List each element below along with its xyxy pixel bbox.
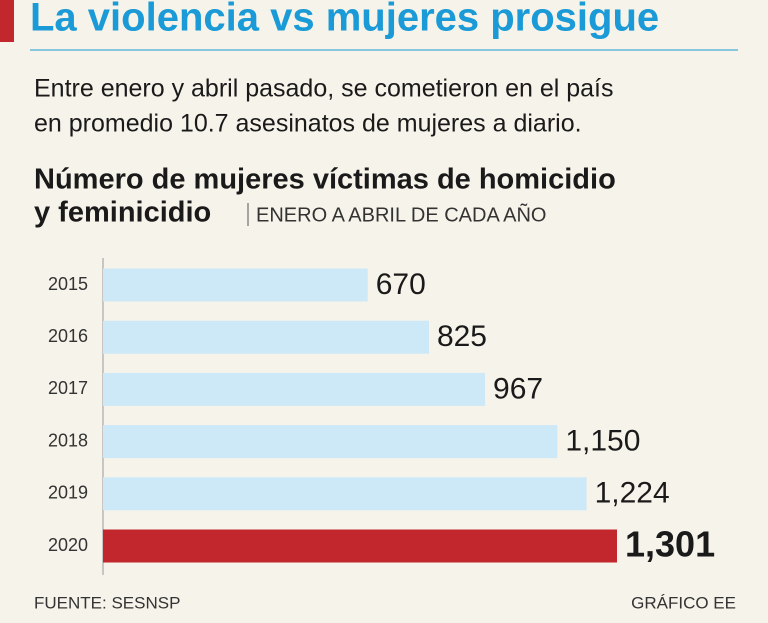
bar bbox=[103, 268, 368, 302]
subtitle-line: en promedio 10.7 asesinatos de mujeres a… bbox=[34, 110, 582, 138]
title-note: ENERO A ABRIL DE CADA AÑO bbox=[256, 202, 546, 226]
credit: GRÁFICO EE bbox=[631, 593, 736, 612]
value-label: 670 bbox=[376, 268, 426, 301]
value-label: 825 bbox=[437, 320, 487, 353]
y-tick-label: 2020 bbox=[48, 535, 88, 555]
value-label: 967 bbox=[493, 372, 543, 405]
accent-bar bbox=[0, 0, 14, 42]
bar bbox=[103, 529, 617, 563]
y-tick-label: 2019 bbox=[48, 483, 88, 503]
bar bbox=[103, 425, 558, 459]
y-tick-label: 2017 bbox=[48, 378, 88, 398]
bar bbox=[103, 372, 486, 406]
y-tick-label: 2015 bbox=[48, 274, 88, 294]
subtitle-line: Entre enero y abril pasado, se cometiero… bbox=[34, 75, 614, 103]
value-label: 1,301 bbox=[625, 524, 715, 565]
chart-title: Número de mujeres víctimas de homicidio bbox=[34, 164, 616, 196]
chart-title: y feminicidio bbox=[34, 197, 211, 229]
value-label: 1,224 bbox=[595, 477, 670, 510]
value-label: 1,150 bbox=[565, 425, 640, 458]
y-tick-label: 2018 bbox=[48, 430, 88, 450]
source: FUENTE: SESNSP bbox=[34, 593, 180, 612]
bar bbox=[103, 477, 587, 511]
headline: La violencia vs mujeres prosigue bbox=[30, 0, 659, 40]
y-tick-label: 2016 bbox=[48, 326, 88, 346]
bar bbox=[103, 320, 429, 354]
